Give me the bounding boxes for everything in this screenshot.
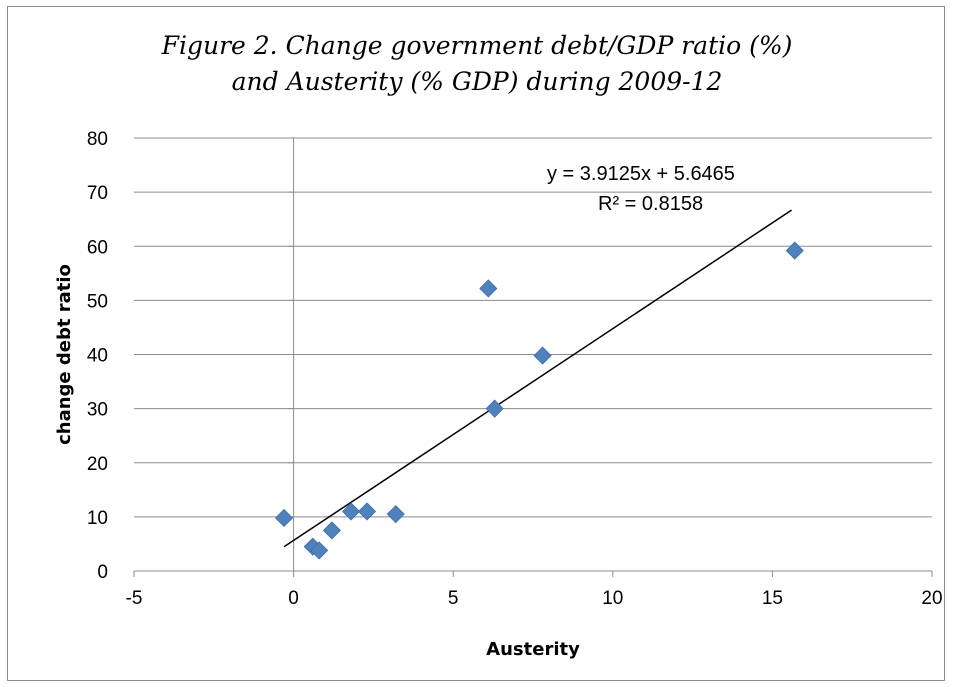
trendline-group bbox=[283, 209, 792, 548]
x-tick-labels: -5 0 5 10 15 20 bbox=[126, 588, 943, 609]
chart-title-line-2: and Austerity (% GDP) during 2009-12 bbox=[231, 67, 723, 96]
chart-title-line-1: Figure 2. Change government debt/GDP rat… bbox=[161, 31, 793, 60]
y-tick-label: 20 bbox=[87, 454, 108, 475]
x-tick-label: -5 bbox=[126, 588, 143, 609]
x-tick-label: 20 bbox=[921, 588, 942, 609]
chart-frame bbox=[7, 6, 945, 681]
data-point bbox=[310, 541, 329, 560]
x-tick-label: 5 bbox=[448, 588, 459, 609]
y-axis-title: change debt ratio bbox=[54, 264, 75, 445]
data-point bbox=[386, 505, 405, 524]
axes bbox=[133, 137, 933, 577]
r-squared-label: R² = 0.8158 bbox=[598, 193, 703, 215]
x-tick-label: 10 bbox=[602, 588, 623, 609]
y-tick-label: 10 bbox=[87, 508, 108, 529]
chart-title: Figure 2. Change government debt/GDP rat… bbox=[0, 28, 954, 100]
data-point bbox=[785, 241, 804, 260]
data-point bbox=[274, 508, 294, 528]
y-tick-label: 40 bbox=[87, 346, 108, 367]
data-points bbox=[274, 241, 804, 560]
data-point bbox=[341, 502, 361, 521]
trendline bbox=[283, 209, 792, 548]
data-point bbox=[479, 279, 498, 298]
y-tick-label: 30 bbox=[87, 400, 108, 421]
y-tick-label: 60 bbox=[87, 237, 108, 258]
x-axis-title: Austerity bbox=[486, 639, 580, 660]
x-tick-label: 15 bbox=[762, 588, 783, 609]
trendline-equation: y = 3.9125x + 5.6465 bbox=[547, 163, 735, 185]
x-tick-label: 0 bbox=[288, 588, 299, 609]
data-point bbox=[357, 502, 377, 521]
gridlines bbox=[134, 137, 932, 518]
y-tick-labels: 0 10 20 30 40 50 60 70 80 bbox=[87, 129, 108, 583]
data-point bbox=[322, 521, 341, 540]
y-tick-label: 80 bbox=[87, 129, 108, 150]
y-tick-label: 50 bbox=[87, 291, 108, 312]
y-tick-label: 70 bbox=[87, 183, 108, 204]
y-tick-label: 0 bbox=[97, 562, 108, 583]
data-point bbox=[485, 399, 504, 418]
data-point bbox=[533, 346, 552, 365]
